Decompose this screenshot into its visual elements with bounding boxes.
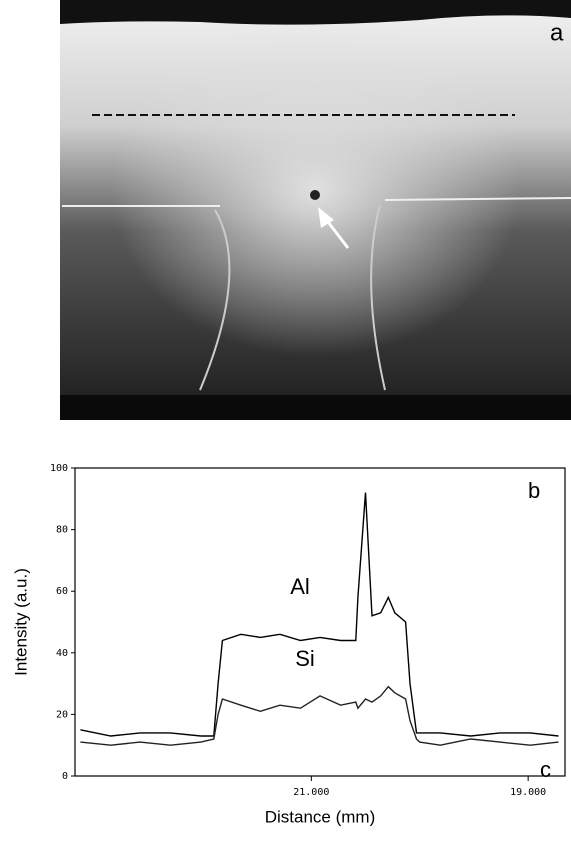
panel-label: b: [528, 478, 540, 503]
x-axis-label: Distance (mm): [265, 807, 376, 826]
y-axis-label: Intensity (a.u.): [11, 568, 30, 676]
y-tick-label: 100: [50, 463, 68, 474]
y-tick-label: 40: [56, 648, 68, 659]
panel-label: a: [550, 19, 564, 46]
curve-label: c: [540, 757, 551, 782]
series-label: Si: [295, 646, 315, 671]
x-tick-label: 19.000: [510, 787, 546, 798]
data-line: [80, 492, 559, 737]
y-tick-label: 20: [56, 709, 68, 720]
data-line: [80, 685, 559, 746]
plot-frame: [74, 467, 566, 777]
y-tick-label: 60: [56, 586, 68, 597]
y-tick-label: 80: [56, 525, 68, 536]
x-tick-label: 21.000: [293, 787, 329, 798]
series-label: Al: [290, 574, 310, 599]
y-tick-label: 0: [62, 771, 68, 782]
micrograph: [60, 0, 571, 420]
